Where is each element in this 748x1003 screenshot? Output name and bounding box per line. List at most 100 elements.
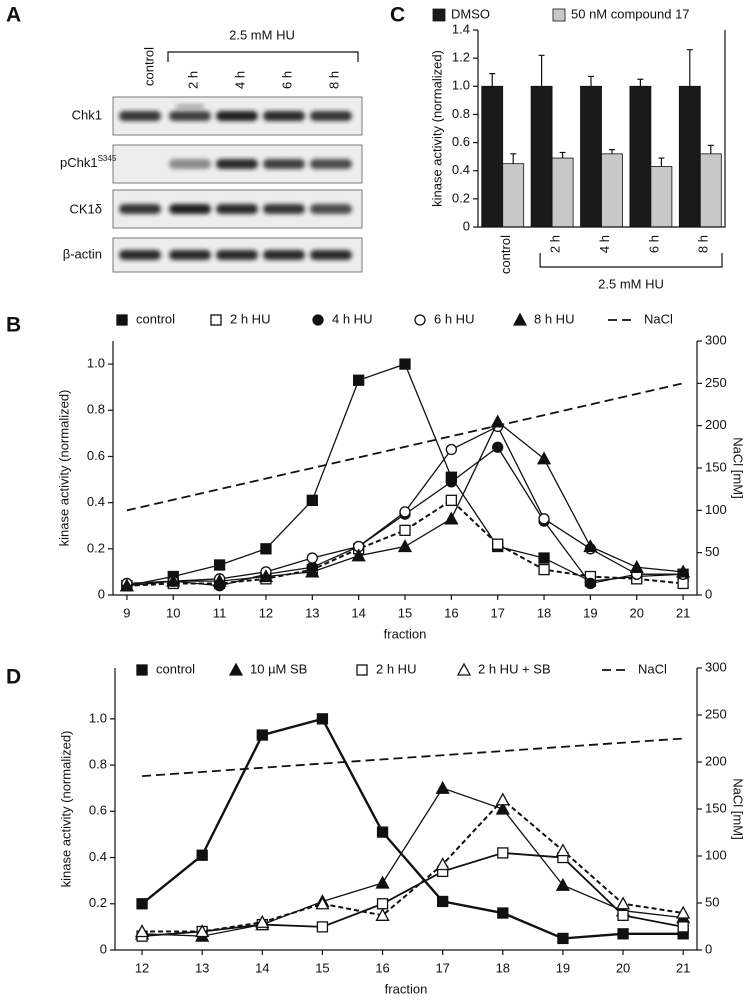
marker xyxy=(399,506,411,518)
y-tick-label: 0.2 xyxy=(87,540,105,555)
marker xyxy=(555,877,571,891)
series-line xyxy=(142,787,684,937)
y2-tick-label: 150 xyxy=(705,800,727,815)
marker xyxy=(376,826,389,838)
marker xyxy=(617,909,629,921)
x-tick-label: 9 xyxy=(123,605,130,620)
marker xyxy=(584,577,597,590)
series-line xyxy=(141,717,684,940)
bracket xyxy=(539,253,723,268)
x-tick-label: 12 xyxy=(135,960,149,975)
marker xyxy=(399,524,411,536)
marker xyxy=(397,539,413,553)
lane-label: 2 h xyxy=(185,71,200,89)
x-tick-label: 6 h xyxy=(646,235,661,253)
x-tick-label: 13 xyxy=(195,960,209,975)
marker xyxy=(136,898,148,910)
blot-band xyxy=(263,159,305,169)
y-tick-label: 0.8 xyxy=(87,402,105,417)
marker xyxy=(435,857,450,871)
marker xyxy=(497,847,509,859)
marker xyxy=(196,849,208,861)
legend-label: NaCl xyxy=(644,311,673,326)
x-axis-title: fraction xyxy=(385,981,428,996)
marker xyxy=(677,921,689,933)
y2-axis-title: NaCl [mM] xyxy=(731,778,746,839)
row-label: Chk1 xyxy=(72,107,102,122)
bracket xyxy=(167,51,359,62)
marker xyxy=(583,539,598,553)
row-label: CK1δ xyxy=(69,201,102,216)
marker xyxy=(136,664,148,676)
legend-label: 4 h HU xyxy=(332,311,372,326)
marker xyxy=(495,792,510,806)
x-tick-label: 16 xyxy=(375,960,389,975)
y2-tick-label: 250 xyxy=(705,375,727,390)
series-line xyxy=(141,737,684,777)
marker xyxy=(512,312,528,326)
row-label: β-actin xyxy=(63,246,102,261)
lane-label: control xyxy=(141,47,156,86)
y-tick-label: 0.4 xyxy=(89,849,107,864)
error-bar xyxy=(707,144,714,154)
marker xyxy=(376,898,389,910)
legend-label: control xyxy=(156,661,195,676)
y2-tick-label: 300 xyxy=(705,332,727,347)
marker xyxy=(444,511,459,525)
series-line xyxy=(141,852,684,938)
lane-label: 6 h xyxy=(279,71,294,89)
marker xyxy=(492,538,504,550)
marker xyxy=(497,907,509,919)
legend-label: 50 nM compound 17 xyxy=(571,6,690,21)
legend-label: 2 h HU xyxy=(376,661,416,676)
y2-tick-label: 100 xyxy=(705,502,727,517)
blot-band xyxy=(216,204,258,214)
blot-band xyxy=(263,111,305,121)
y2-tick-label: 300 xyxy=(705,659,727,674)
panel-label: D xyxy=(6,666,21,689)
y-tick-label: 1.0 xyxy=(89,710,107,725)
marker xyxy=(456,662,472,676)
y-tick-label: 0.6 xyxy=(89,803,107,818)
marker xyxy=(356,664,368,676)
x-tick-label: 16 xyxy=(444,605,458,620)
marker xyxy=(255,914,270,928)
y-tick-label: 0 xyxy=(98,586,105,601)
marker xyxy=(629,559,644,573)
marker xyxy=(351,548,366,562)
y2-tick-label: 150 xyxy=(705,459,727,474)
bar xyxy=(530,85,553,228)
error-bar xyxy=(489,73,496,87)
panel-label: B xyxy=(6,314,21,337)
y2-tick-label: 200 xyxy=(705,417,727,432)
x-tick-label: 21 xyxy=(676,605,690,620)
legend-label: 2 h HU + SB xyxy=(478,661,551,676)
x-tick-label: 15 xyxy=(315,960,329,975)
x-tick-label: 12 xyxy=(259,605,273,620)
bar xyxy=(580,85,602,228)
marker xyxy=(375,875,390,889)
y-tick-label: 0 xyxy=(100,941,107,956)
x-tick-label: 14 xyxy=(255,960,269,975)
marker xyxy=(228,662,244,676)
y2-tick-label: 0 xyxy=(705,586,712,601)
panel-label: C xyxy=(390,4,405,27)
y-tick-label: 0.2 xyxy=(89,895,107,910)
legend-label: NaCl xyxy=(638,661,667,676)
blot-band xyxy=(176,104,204,109)
marker xyxy=(435,780,450,794)
row-label: pChk1S345 xyxy=(60,154,117,170)
marker xyxy=(677,577,689,590)
treatment-label: 2.5 mM HU xyxy=(229,27,295,42)
marker xyxy=(676,564,691,578)
blot-band xyxy=(263,204,305,214)
y-tick-label: 0.4 xyxy=(452,162,470,177)
y-tick-label: 1.4 xyxy=(452,21,470,36)
x-tick-label: 20 xyxy=(616,960,630,975)
blot-band xyxy=(169,204,211,214)
bar xyxy=(629,85,652,228)
y-axis-title: kinase activity (normalized) xyxy=(429,50,444,207)
blot-band xyxy=(119,250,161,260)
marker xyxy=(353,374,365,386)
